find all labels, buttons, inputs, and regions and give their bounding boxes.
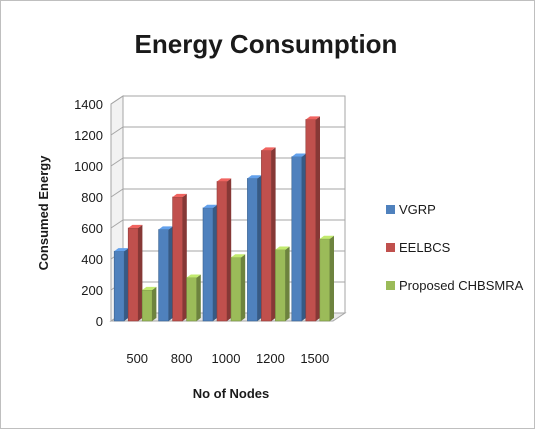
- legend-swatch: [386, 205, 395, 214]
- bar-side: [124, 248, 129, 321]
- bar-side: [196, 274, 201, 321]
- bar-front: [291, 156, 303, 322]
- legend: VGRP EELBCS Proposed CHBSMRA: [386, 202, 524, 293]
- chart-title: Energy Consumption: [135, 29, 398, 59]
- bar-top: [261, 147, 276, 151]
- legend-label: VGRP: [399, 202, 436, 217]
- bar-top: [128, 224, 143, 228]
- bar-side: [138, 224, 143, 321]
- bar-top: [217, 178, 232, 182]
- bar-side: [152, 286, 157, 321]
- legend-swatch: [386, 243, 395, 252]
- x-tick-label: 800: [171, 351, 193, 366]
- bar-front: [186, 277, 197, 322]
- bar-top: [158, 226, 173, 230]
- gridline: [110, 95, 345, 105]
- bar-side: [213, 204, 218, 321]
- legend-item: Proposed CHBSMRA: [386, 278, 524, 293]
- legend-label: EELBCS: [399, 240, 451, 255]
- bar: [216, 178, 232, 322]
- bar: [230, 254, 246, 322]
- y-tick-label: 400: [81, 252, 103, 267]
- bar-side: [315, 116, 320, 321]
- bar-side: [285, 246, 290, 321]
- bar-top: [172, 193, 187, 197]
- bar-front: [172, 196, 183, 322]
- y-tick-label: 600: [81, 221, 103, 236]
- y-axis-label: Consumed Energy: [36, 155, 51, 271]
- bar-front: [202, 207, 214, 322]
- bar-top: [114, 248, 129, 252]
- bar-side: [168, 226, 173, 321]
- bar: [319, 235, 334, 322]
- bar: [113, 248, 129, 322]
- bar-side: [257, 175, 262, 321]
- y-tick-label: 1400: [74, 97, 103, 112]
- x-axis-label: No of Nodes: [193, 386, 270, 401]
- y-tick-label: 1000: [74, 159, 103, 174]
- y-tick-label: 1200: [74, 128, 103, 143]
- bar-front: [230, 257, 242, 322]
- bar: [261, 147, 276, 322]
- bar-top: [305, 116, 320, 120]
- bar-front: [216, 181, 228, 322]
- bar: [186, 274, 201, 322]
- x-tick-label: 1000: [212, 351, 241, 366]
- bar-top: [186, 274, 201, 278]
- bar-front: [158, 229, 169, 322]
- y-tick-label: 200: [81, 283, 103, 298]
- bar: [141, 286, 157, 322]
- bar-top: [275, 246, 290, 250]
- bar: [127, 224, 143, 322]
- bar-top: [291, 153, 306, 157]
- bar-front: [275, 249, 286, 322]
- bar-top: [247, 175, 262, 179]
- bar-side: [182, 193, 187, 321]
- bar-side: [329, 235, 334, 321]
- legend-item: EELBCS: [386, 240, 451, 255]
- bar-front: [261, 150, 272, 322]
- bar-front: [319, 238, 331, 322]
- legend-swatch: [386, 281, 395, 290]
- bar: [172, 193, 187, 322]
- bar: [291, 153, 306, 322]
- bar-front: [113, 250, 125, 322]
- bar-side: [271, 147, 276, 321]
- bar: [247, 175, 262, 322]
- y-tick-label: 800: [81, 190, 103, 205]
- gridline: [110, 126, 345, 136]
- bar-top: [231, 254, 246, 258]
- bar-side: [227, 178, 232, 321]
- bar: [275, 246, 290, 322]
- bar-front: [305, 119, 317, 322]
- legend-label: Proposed CHBSMRA: [399, 278, 524, 293]
- x-tick-label: 1200: [256, 351, 285, 366]
- bar-side: [301, 153, 306, 321]
- legend-item: VGRP: [386, 202, 436, 217]
- plot-area: 0 200 400 600 800 1000 1200 1400 500 800 1000 1200 1…: [74, 95, 347, 366]
- bar: [202, 204, 218, 322]
- bar-top: [319, 235, 334, 239]
- bar-front: [127, 227, 139, 322]
- bar-top: [142, 286, 157, 290]
- x-tick-label: 500: [126, 351, 148, 366]
- bar: [158, 226, 173, 322]
- bar-side: [241, 254, 246, 321]
- x-tick-label: 1500: [300, 351, 329, 366]
- bar-top: [203, 204, 218, 208]
- bar-front: [141, 289, 153, 322]
- bar: [305, 116, 320, 322]
- y-tick-label: 0: [96, 314, 103, 329]
- bar-front: [247, 178, 258, 322]
